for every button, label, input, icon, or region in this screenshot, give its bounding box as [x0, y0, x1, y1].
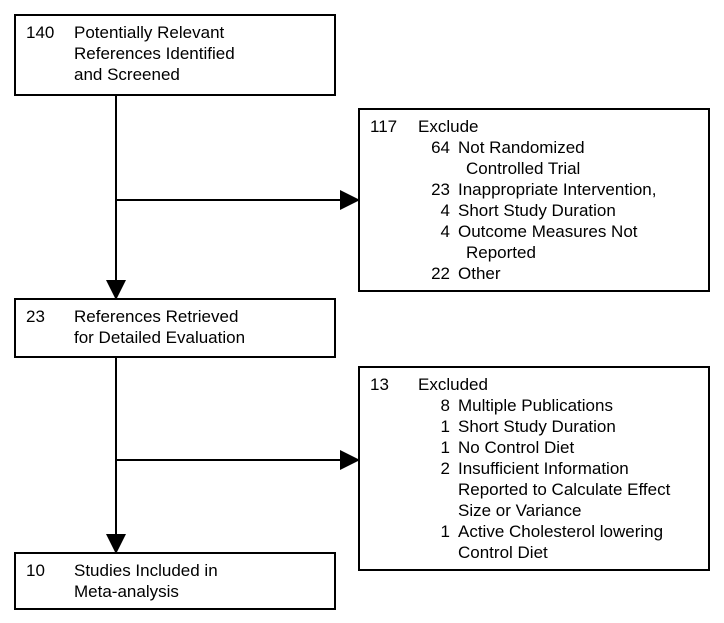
flow-connectors	[0, 0, 724, 623]
